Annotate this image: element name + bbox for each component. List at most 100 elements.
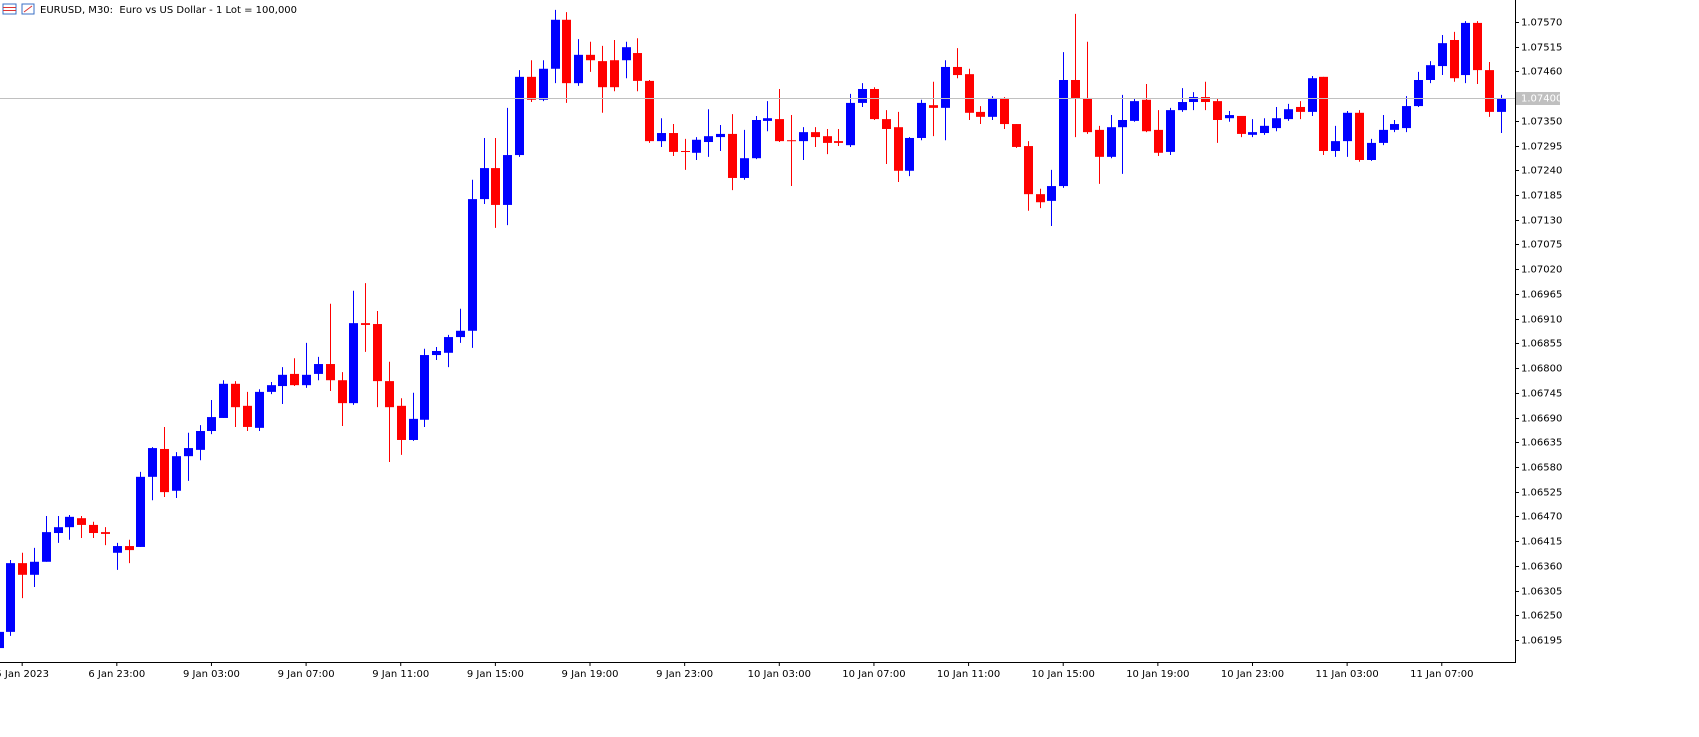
candle-body bbox=[1083, 97, 1092, 133]
candle-body bbox=[54, 527, 63, 534]
candle-body bbox=[136, 476, 145, 547]
candle-body bbox=[1095, 129, 1104, 157]
candle-body bbox=[6, 563, 15, 632]
candle-body bbox=[219, 383, 228, 418]
candle-body bbox=[728, 133, 737, 178]
candle-body bbox=[255, 391, 264, 428]
candle-body bbox=[1178, 102, 1187, 111]
candle-body bbox=[882, 119, 891, 129]
candle-body bbox=[1024, 146, 1033, 195]
candle-body bbox=[527, 76, 536, 100]
y-tick-label: 1.07020 bbox=[1521, 265, 1562, 276]
x-tick-label: 9 Jan 15:00 bbox=[467, 669, 524, 680]
candle-body bbox=[172, 456, 181, 491]
candle-body bbox=[1036, 194, 1045, 203]
candle-body bbox=[1260, 125, 1269, 134]
x-tick-label: 9 Jan 03:00 bbox=[183, 669, 240, 680]
x-tick-label: 11 Jan 07:00 bbox=[1410, 669, 1473, 680]
x-tick-label: 10 Jan 03:00 bbox=[748, 669, 811, 680]
x-tick-label: 11 Jan 03:00 bbox=[1315, 669, 1378, 680]
candle-body bbox=[160, 448, 169, 493]
candle-body bbox=[207, 417, 216, 431]
candle-body bbox=[917, 102, 926, 138]
candle-body bbox=[704, 136, 713, 143]
x-tick-label: 10 Jan 11:00 bbox=[937, 669, 1000, 680]
candle-body bbox=[870, 88, 879, 120]
candle-body bbox=[692, 139, 701, 153]
y-tick-label: 1.06470 bbox=[1521, 512, 1562, 523]
candle-body bbox=[1142, 99, 1151, 132]
y-tick-label: 1.06635 bbox=[1521, 438, 1562, 449]
candle-body bbox=[894, 127, 903, 171]
candle-body bbox=[1343, 112, 1352, 142]
x-tick-label: 9 Jan 23:00 bbox=[656, 669, 713, 680]
candle-body bbox=[1000, 97, 1009, 125]
current-price-label: 1.07400 bbox=[1521, 94, 1562, 105]
y-tick-label: 1.06305 bbox=[1521, 587, 1562, 598]
candle-body bbox=[834, 141, 843, 143]
candle-body bbox=[1059, 79, 1068, 187]
candle-body bbox=[1166, 110, 1175, 152]
candle-body bbox=[799, 132, 808, 142]
candle-body bbox=[763, 118, 772, 121]
candle-body bbox=[1461, 22, 1470, 76]
candle-body bbox=[1473, 22, 1482, 71]
candle-body bbox=[988, 97, 997, 117]
candle-body bbox=[645, 80, 654, 142]
candle-body bbox=[1130, 101, 1139, 121]
candle-body bbox=[1450, 39, 1459, 79]
y-tick-label: 1.07185 bbox=[1521, 191, 1562, 202]
y-tick-label: 1.07075 bbox=[1521, 240, 1562, 251]
y-tick-label: 1.07130 bbox=[1521, 216, 1562, 227]
candle-body bbox=[491, 168, 500, 205]
candle-body bbox=[1237, 115, 1246, 134]
candle-body bbox=[515, 76, 524, 156]
x-tick-label: 10 Jan 23:00 bbox=[1221, 669, 1284, 680]
y-tick-label: 1.06965 bbox=[1521, 290, 1562, 301]
y-tick-label: 1.07350 bbox=[1521, 117, 1562, 128]
candle-body bbox=[858, 88, 867, 103]
candle-body bbox=[30, 561, 39, 575]
candle-body bbox=[976, 111, 985, 117]
candle-body bbox=[586, 54, 595, 61]
x-tick-label: 10 Jan 15:00 bbox=[1032, 669, 1095, 680]
y-tick-label: 1.06195 bbox=[1521, 636, 1562, 647]
candle-body bbox=[361, 323, 370, 325]
candle-body bbox=[1071, 79, 1080, 98]
x-tick-label: 10 Jan 19:00 bbox=[1126, 669, 1189, 680]
candle-body bbox=[338, 380, 347, 404]
candle-body bbox=[148, 448, 157, 477]
y-tick-label: 1.06580 bbox=[1521, 463, 1562, 474]
candle-body bbox=[302, 374, 311, 386]
candle-body bbox=[539, 68, 548, 100]
candle-body bbox=[267, 385, 276, 392]
candle-body bbox=[397, 405, 406, 440]
candle-body bbox=[196, 430, 205, 450]
candle-body bbox=[929, 105, 938, 108]
candle-body bbox=[669, 133, 678, 152]
candle-body bbox=[1438, 43, 1447, 67]
candle-body bbox=[1402, 106, 1411, 129]
x-tick-label: 5 Jan 2023 bbox=[0, 669, 49, 680]
candle-body bbox=[1047, 186, 1056, 201]
candle-body bbox=[551, 19, 560, 69]
candle-body bbox=[775, 119, 784, 142]
title-icons bbox=[2, 3, 35, 15]
candle-body bbox=[1390, 124, 1399, 130]
candle-body bbox=[125, 546, 134, 551]
icon-table bbox=[2, 3, 17, 15]
chart-title: EURUSD, M30: Euro vs US Dollar - 1 Lot =… bbox=[40, 5, 297, 16]
candle-body bbox=[1012, 124, 1021, 147]
candle-body bbox=[1225, 115, 1234, 119]
candle-body bbox=[941, 66, 950, 108]
candle-body bbox=[1201, 97, 1210, 103]
y-tick-label: 1.06745 bbox=[1521, 389, 1562, 400]
candle-body bbox=[1367, 142, 1376, 160]
candle-body bbox=[409, 418, 418, 440]
candle-body bbox=[1355, 112, 1364, 160]
candle-body bbox=[101, 532, 110, 534]
x-tick-label: 9 Jan 19:00 bbox=[562, 669, 619, 680]
candle-body bbox=[18, 563, 27, 575]
candle-body bbox=[716, 133, 725, 138]
